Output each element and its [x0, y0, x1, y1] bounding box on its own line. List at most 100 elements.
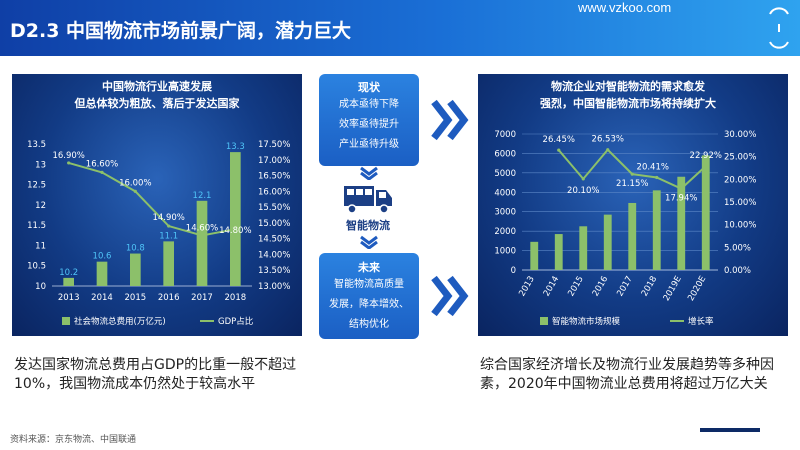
decorative-bar: [700, 428, 760, 432]
line-label: 16.00%: [119, 178, 151, 188]
bar: [130, 253, 141, 286]
line-point: [67, 161, 71, 165]
line-label: 17.94%: [665, 194, 697, 204]
y-tick-label-left: 0: [511, 266, 516, 276]
y-tick-label-left: 12.5: [27, 181, 46, 191]
current-title: 现状: [358, 81, 380, 94]
bar-label: 10.6: [93, 252, 112, 262]
y-tick-label-right: 14.00%: [258, 250, 290, 260]
right-chart-panel: 物流企业对智能物流的需求愈发 强烈，中国智能物流市场将持续扩大 0 1000 2000 3…: [478, 74, 788, 336]
y-tick-label-right: 15.00%: [258, 219, 290, 229]
truck-icon: [344, 186, 392, 214]
chart-title: 强烈，中国智能物流市场将持续扩大: [540, 96, 716, 110]
title-bar: D2.3 中国物流市场前景广阔，潜力巨大 www.vzkoo.com: [0, 0, 800, 56]
y-tick-label-left: 11: [35, 241, 46, 251]
x-tick-label: 2013: [58, 293, 80, 303]
line-label: 20.41%: [637, 162, 669, 172]
line-label: 20.10%: [567, 186, 599, 196]
x-tick-label: 2019E: [662, 275, 684, 303]
source-note: 资料来源：京东物流、中国联通: [10, 435, 137, 445]
x-tick-label: 2020E: [686, 275, 708, 303]
chart-title: 中国物流行业高速发展: [102, 79, 213, 93]
x-tick-label: 2014: [91, 293, 113, 303]
line-label: 16.60%: [86, 159, 118, 169]
y-tick-label-left: 12: [35, 201, 46, 211]
line-point: [655, 175, 659, 180]
bar: [579, 226, 588, 270]
legend-label: 增长率: [688, 316, 714, 327]
bar: [652, 190, 661, 270]
legend-swatch-bar: [540, 317, 548, 325]
x-tick-label: 2017: [615, 275, 634, 299]
x-tick-label: 2014: [542, 275, 561, 299]
bar-label: 10.2: [59, 268, 78, 278]
bracket-icon: [769, 7, 789, 49]
y-tick-label-left: 3000: [494, 208, 516, 218]
line-point: [581, 177, 585, 181]
y-tick-label-right: 14.50%: [258, 235, 290, 245]
line-label: 14.60%: [186, 224, 218, 234]
y-tick-label-left: 7000: [494, 130, 516, 140]
future-line: 发展，降本增效、: [329, 299, 409, 310]
bar: [628, 202, 637, 270]
future-line: 智能物流高质量: [334, 279, 404, 290]
line-point: [233, 227, 237, 231]
site-url[interactable]: www.vzkoo.com: [578, 0, 672, 15]
line-point: [200, 233, 204, 238]
y-tick-label-right: 17.50%: [258, 140, 290, 150]
future-line: 结构优化: [349, 319, 389, 330]
line-label: 21.15%: [616, 179, 648, 189]
future-title: 未来: [358, 261, 380, 274]
line-point: [557, 148, 561, 152]
bar: [677, 176, 686, 270]
bar-label: 12.1: [193, 191, 212, 201]
x-tick-label: 2013: [517, 275, 536, 299]
y-tick-label-right: 15.00%: [724, 198, 756, 208]
y-tick-label-right: 0.00%: [724, 266, 751, 276]
y-tick-label-right: 16.50%: [258, 172, 290, 182]
bar: [163, 241, 174, 286]
left-caption: 发达国家物流总费用占GDP的比重一般不超过10%，我国物流成本仍然处于较高水平: [14, 357, 297, 392]
line-point: [100, 170, 104, 174]
bar-label: 13.3: [226, 142, 245, 152]
current-line: 效率亟待提升: [339, 119, 399, 130]
current-status-box: 现状 成本亟待下降 效率亟待提升 产业亟待升级: [319, 74, 419, 166]
smart-logistics-label: 智能物流: [346, 219, 390, 232]
y-tick-label-right: 20.00%: [724, 175, 756, 185]
chevron-down-icon: [360, 166, 378, 180]
left-chart-panel: 中国物流行业高速发展 但总体较为粗放、落后于发达国家 10 10.5 11 11.5 12 1…: [12, 74, 302, 336]
y-tick-label-right: 16.00%: [258, 187, 290, 197]
line-point: [167, 224, 171, 228]
x-tick-label: 2017: [191, 293, 213, 303]
line-label: 22.92%: [690, 151, 722, 161]
right-caption: 综合国家经济增长及物流行业发展趋势等多种因素，2020年中国物流业总费用将超过万…: [480, 357, 774, 392]
bar-label: 10.8: [126, 244, 145, 254]
y-tick-label-right: 17.00%: [258, 156, 290, 166]
bar: [554, 234, 563, 270]
line-label: 16.90%: [52, 151, 84, 161]
line-series: [68, 161, 236, 237]
x-tick-label: 2016: [158, 293, 180, 303]
x-tick-label: 2015: [125, 293, 147, 303]
bar: [230, 152, 241, 286]
bar: [96, 261, 108, 286]
y-tick-label-right: 15.50%: [258, 203, 290, 213]
line-label: 26.53%: [592, 135, 624, 145]
y-tick-label-left: 1000: [494, 247, 516, 257]
future-box: 未来 智能物流高质量 发展，降本增效、 结构优化: [319, 253, 419, 339]
line-point: [133, 189, 137, 193]
bar: [196, 200, 208, 286]
bar: [63, 277, 74, 286]
chevron-down-icon: [360, 235, 378, 249]
page-title: D2.3 中国物流市场前景广阔，潜力巨大: [10, 20, 352, 42]
line-point: [606, 148, 610, 152]
bar: [701, 155, 710, 270]
line-label: 14.80%: [219, 226, 251, 236]
y-tick-label-right: 13.00%: [258, 282, 290, 292]
line-point: [704, 164, 708, 168]
legend-label: 智能物流市场规模: [552, 316, 621, 327]
y-tick-label-left: 4000: [494, 188, 516, 198]
bar: [603, 214, 612, 270]
legend-swatch-bar: [62, 317, 70, 325]
